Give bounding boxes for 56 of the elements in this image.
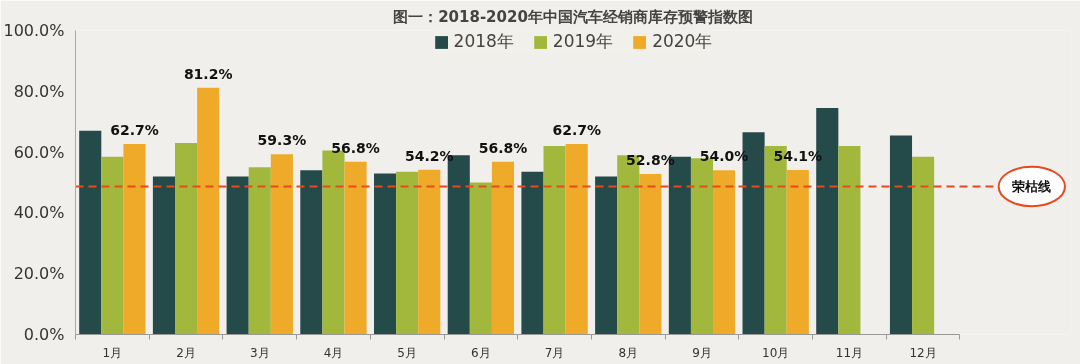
- bar: [418, 169, 441, 335]
- data-label: 56.8%: [478, 139, 528, 156]
- x-tick-label: 2月: [176, 345, 196, 360]
- bar: [226, 176, 249, 335]
- bar: [595, 176, 618, 335]
- bar: [396, 171, 419, 335]
- x-tick-label: 12月: [909, 345, 937, 360]
- bar: [469, 182, 492, 335]
- x-tick-label: 5月: [397, 345, 417, 360]
- y-tick-label: 20.0%: [13, 264, 65, 284]
- bar: [374, 173, 397, 335]
- legend-label: 2019年: [552, 30, 614, 53]
- legend-label: 2018年: [453, 30, 514, 53]
- ref-line-label: 荣枯线: [1011, 178, 1052, 194]
- data-label: 56.8%: [331, 139, 380, 156]
- x-tick-label: 8月: [618, 345, 639, 360]
- bar: [521, 171, 544, 335]
- bar: [838, 146, 861, 335]
- bar: [175, 142, 198, 335]
- bar: [889, 135, 913, 335]
- bar: [197, 87, 220, 335]
- data-label: 62.7%: [552, 121, 601, 138]
- bar: [912, 156, 935, 335]
- data-label: 62.7%: [110, 121, 159, 138]
- data-label: 54.2%: [404, 147, 454, 164]
- bar: [248, 167, 271, 335]
- x-tick-label: 6月: [471, 345, 491, 360]
- y-tick-label: 100.0%: [3, 21, 65, 40]
- y-tick-label: 60.0%: [13, 142, 65, 162]
- bar: [123, 143, 146, 335]
- bar: [639, 173, 662, 335]
- y-tick-label: 0.0%: [23, 325, 65, 344]
- bar: [344, 161, 367, 335]
- x-tick-label: 1月: [102, 345, 123, 360]
- x-tick-label: 10月: [762, 345, 790, 360]
- bar: [713, 170, 736, 335]
- bar: [152, 176, 175, 335]
- bar: [270, 154, 293, 335]
- chart-title: 图一：2018-2020年中国汽车经销商库存预警指数图: [393, 7, 753, 26]
- x-tick-label: 4月: [323, 345, 344, 360]
- x-tick-label: 9月: [692, 345, 712, 360]
- data-label: 59.3%: [257, 132, 307, 149]
- y-tick-label: 40.0%: [13, 203, 65, 223]
- legend-label: 2020年: [652, 30, 713, 53]
- bar: [79, 130, 102, 335]
- y-tick-label: 80.0%: [13, 81, 65, 101]
- x-tick-label: 11月: [835, 345, 864, 360]
- bar: [300, 170, 323, 335]
- data-label: 81.2%: [183, 65, 233, 82]
- bar: [491, 161, 515, 335]
- x-tick-label: 3月: [249, 345, 270, 360]
- bar: [543, 146, 566, 335]
- bar: [101, 156, 124, 335]
- bar: [786, 170, 809, 335]
- bar: [565, 143, 588, 335]
- x-tick-label: 7月: [544, 345, 565, 360]
